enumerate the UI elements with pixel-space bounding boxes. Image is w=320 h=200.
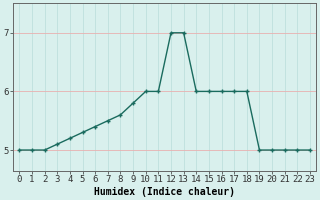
X-axis label: Humidex (Indice chaleur): Humidex (Indice chaleur) [94,186,235,197]
